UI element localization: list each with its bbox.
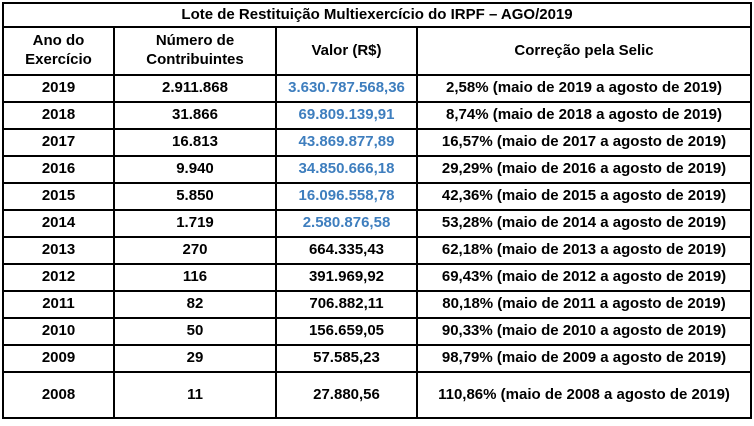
value-cell: 43.869.877,89 [275,128,418,157]
value-cell: 2.580.876,58 [275,209,418,238]
year-cell: 2018 [2,101,115,130]
selic-correction-cell: 69,43% (maio de 2012 a agosto de 2019) [415,263,753,292]
selic-correction-cell: 90,33% (maio de 2010 a agosto de 2019) [415,317,753,346]
irpf-restitution-table: Lote de Restituição Multiexercício do IR… [1,2,753,419]
contributors-count-cell: 270 [113,236,277,265]
value-cell: 664.335,43 [275,236,418,265]
selic-correction-cell: 16,57% (maio de 2017 a agosto de 2019) [415,128,753,157]
table-header-row: Ano do Exercício Número de Contribuintes… [2,26,753,76]
selic-correction-cell: 53,28% (maio de 2014 a agosto de 2019) [415,209,753,238]
value-cell: 391.969,92 [275,263,418,292]
value-cell: 34.850.666,18 [275,155,418,184]
col-header-correcao-selic: Correção pela Selic [415,26,753,76]
selic-correction-cell: 98,79% (maio de 2009 a agosto de 2019) [415,344,753,373]
table-row: 2017 16.813 43.869.877,89 16,57% (maio de 2… [2,128,753,157]
value-cell: 16.096.558,78 [275,182,418,211]
year-cell: 2012 [2,263,115,292]
year-cell: 2017 [2,128,115,157]
selic-correction-cell: 62,18% (maio de 2013 a agosto de 2019) [415,236,753,265]
contributors-count-cell: 2.911.868 [113,74,277,103]
contributors-count-cell: 5.850 [113,182,277,211]
table-row: 2011 82 706.882,11 80,18% (maio de 2011 a a… [2,290,753,319]
table-row: 2010 50 156.659,05 90,33% (maio de 2010 a a… [2,317,753,346]
table-body: 2019 2.911.868 3.630.787.568,36 2,58% (maio… [2,74,753,419]
selic-correction-cell: 42,36% (maio de 2015 a agosto de 2019) [415,182,753,211]
year-cell: 2013 [2,236,115,265]
selic-correction-cell: 2,58% (maio de 2019 a agosto de 2019) [415,74,753,103]
table-title: Lote de Restituição Multiexercício do IR… [1,2,753,28]
table-row: 2015 5.850 16.096.558,78 42,36% (maio de 20… [2,182,753,211]
selic-correction-cell: 8,74% (maio de 2018 a agosto de 2019) [415,101,753,130]
value-cell: 69.809.139,91 [275,101,418,130]
contributors-count-cell: 116 [113,263,277,292]
table-row: 2013 270 664.335,43 62,18% (maio de 2013 a … [2,236,753,265]
year-cell: 2015 [2,182,115,211]
contributors-count-cell: 16.813 [113,128,277,157]
table-row: 2016 9.940 34.850.666,18 29,29% (maio de 20… [2,155,753,184]
table-row: 2008 11 27.880,56 110,86% (maio de 2008 a a… [2,371,753,419]
contributors-count-cell: 9.940 [113,155,277,184]
table-title-row: Lote de Restituição Multiexercício do IR… [1,2,753,28]
contributors-count-cell: 1.719 [113,209,277,238]
contributors-count-cell: 82 [113,290,277,319]
selic-correction-cell: 80,18% (maio de 2011 a agosto de 2019) [415,290,753,319]
table-row: 2014 1.719 2.580.876,58 53,28% (maio de 201… [2,209,753,238]
year-cell: 2011 [2,290,115,319]
col-header-valor: Valor (R$) [275,26,418,76]
selic-correction-cell: 110,86% (maio de 2008 a agosto de 2019) [415,371,753,419]
year-cell: 2016 [2,155,115,184]
year-cell: 2010 [2,317,115,346]
value-cell: 156.659,05 [275,317,418,346]
col-header-numero-contribuintes: Número de Contribuintes [113,26,277,76]
year-cell: 2009 [2,344,115,373]
year-cell: 2008 [2,371,115,419]
contributors-count-cell: 50 [113,317,277,346]
table-row: 2009 29 57.585,23 98,79% (maio de 2009 a ag… [2,344,753,373]
value-cell: 3.630.787.568,36 [275,74,418,103]
value-cell: 706.882,11 [275,290,418,319]
contributors-count-cell: 31.866 [113,101,277,130]
table-row: 2019 2.911.868 3.630.787.568,36 2,58% (maio… [2,74,753,103]
value-cell: 27.880,56 [275,371,418,419]
contributors-count-cell: 29 [113,344,277,373]
year-cell: 2014 [2,209,115,238]
year-cell: 2019 [2,74,115,103]
selic-correction-cell: 29,29% (maio de 2016 a agosto de 2019) [415,155,753,184]
value-cell: 57.585,23 [275,344,418,373]
table-row: 2012 116 391.969,92 69,43% (maio de 2012 a … [2,263,753,292]
contributors-count-cell: 11 [113,371,277,419]
table-row: 2018 31.866 69.809.139,91 8,74% (maio de 20… [2,101,753,130]
col-header-ano-exercicio: Ano do Exercício [2,26,115,76]
